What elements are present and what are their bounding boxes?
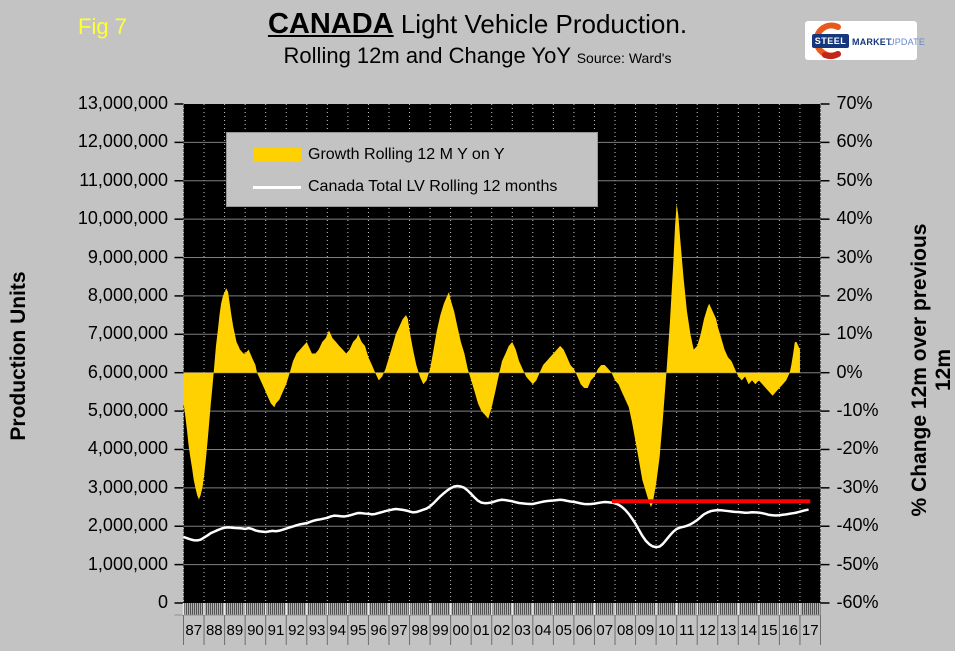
- x-axis-year-label: 91: [267, 622, 285, 639]
- x-axis-year-label: 92: [288, 622, 305, 639]
- x-axis-year-label: 95: [349, 622, 367, 639]
- x-axis-year-label: 04: [534, 622, 552, 639]
- growth-bars-series: [183, 203, 800, 508]
- chart-title-country: CANADA: [267, 8, 394, 40]
- x-axis-year-label: 90: [247, 622, 264, 639]
- logo-word-market: MARKET: [852, 37, 892, 47]
- x-axis-year-label: 96: [370, 622, 388, 639]
- x-axis-year-label: 99: [432, 622, 449, 639]
- right-axis-tick-label: 40%: [836, 208, 873, 229]
- right-axis-tick-label: 20%: [836, 284, 873, 305]
- legend-item-line: Canada Total LV Rolling 12 months: [253, 177, 557, 197]
- left-axis-tick-label: 12,000,000: [77, 131, 168, 152]
- monthly-tick-strip: [183, 603, 821, 615]
- legend-bar-label: Growth Rolling 12 M Y on Y: [308, 146, 505, 163]
- left-axis-tick-label: 6,000,000: [87, 361, 168, 382]
- left-axis-tick-label: 13,000,000: [77, 93, 168, 113]
- left-axis-tick-label: 9,000,000: [87, 246, 168, 267]
- logo-word-update: UPDATE: [888, 37, 926, 47]
- chart-source: Source: Ward's: [576, 50, 672, 67]
- right-axis-tick-label: -40%: [836, 515, 879, 536]
- x-axis-year-label: 07: [596, 622, 614, 639]
- x-axis-year-label: 09: [637, 622, 655, 639]
- steel-market-update-logo: STEEL MARKET UPDATE: [805, 21, 925, 60]
- left-axis-tick-label: 2,000,000: [87, 515, 168, 536]
- line-series-swatch-icon: [253, 185, 301, 189]
- logo-word-steel: STEEL: [812, 34, 849, 48]
- bar-series-swatch-icon: [253, 148, 301, 162]
- left-axis-tick-label: 11,000,000: [79, 169, 168, 190]
- x-axis-year-label: 01: [473, 622, 490, 639]
- left-axis-tick-label: 1,000,000: [87, 553, 168, 574]
- x-axis-year-label: 12: [699, 622, 716, 639]
- x-axis-year-label: 11: [679, 622, 695, 639]
- right-axis-tick-label: 60%: [836, 131, 873, 152]
- x-axis-year-label: 05: [555, 622, 572, 639]
- right-axis-tick-label: -60%: [836, 592, 879, 612]
- x-axis-year-label: 02: [493, 622, 511, 639]
- left-axis-tick-label: 10,000,000: [77, 208, 168, 229]
- x-axis-year-label: 17: [801, 622, 819, 639]
- right-axis-tick-label: 50%: [836, 169, 873, 190]
- right-axis-tick-label: 70%: [836, 93, 873, 113]
- chart-subtitle: Rolling 12m and Change YoY Source: Ward'…: [283, 43, 672, 69]
- x-axis-year-label: 98: [411, 622, 429, 639]
- left-axis-tick-label: 8,000,000: [87, 284, 168, 305]
- legend: Growth Rolling 12 M Y on Y Canada Total …: [226, 132, 598, 207]
- left-axis-tick-label: 5,000,000: [87, 400, 168, 421]
- right-axis-tick-label: -50%: [836, 553, 879, 574]
- figure-number: Fig 7: [78, 14, 127, 39]
- left-axis-tick-label: 7,000,000: [87, 323, 168, 344]
- left-axis-tick-label: 3,000,000: [87, 476, 168, 497]
- legend-item-bars: Growth Rolling 12 M Y on Y: [253, 145, 505, 165]
- right-axis-tick-label: 10%: [836, 323, 873, 344]
- x-axis-year-label: 13: [719, 622, 737, 639]
- x-axis-year-label: 16: [781, 622, 799, 639]
- right-axis-tick-label: 0%: [836, 361, 863, 382]
- x-axis-year-label: 03: [514, 622, 531, 639]
- chart-title: CANADA Light Vehicle Production.: [0, 6, 955, 42]
- x-axis-year-label: 97: [390, 622, 408, 639]
- x-axis-year-label: 93: [308, 622, 326, 639]
- chart-title-rest: Light Vehicle Production.: [393, 9, 688, 39]
- x-axis-year-label: 10: [658, 622, 675, 639]
- x-axis-year-label: 08: [616, 622, 634, 639]
- x-axis-year-label: 06: [575, 622, 593, 639]
- x-axis-year-label: 88: [205, 622, 223, 639]
- right-axis-tick-label: -20%: [836, 438, 879, 459]
- x-axis-year-label: 87: [185, 622, 203, 639]
- x-axis-year-label: 00: [452, 622, 470, 639]
- x-axis-year-label: 14: [740, 622, 757, 639]
- right-axis-tick-label: -10%: [836, 400, 879, 421]
- chart-title-block: CANADA Light Vehicle Production. Rolling…: [0, 6, 955, 70]
- x-axis-year-label: 15: [760, 622, 778, 639]
- legend-line-label: Canada Total LV Rolling 12 months: [308, 178, 558, 195]
- rolling-12m-line-series: [183, 484, 809, 549]
- right-axis-tick-label: -30%: [836, 476, 879, 497]
- x-axis-year-label: 89: [226, 622, 244, 639]
- left-axis-tick-label: 4,000,000: [87, 438, 168, 459]
- left-axis-tick-label: 0: [157, 592, 168, 612]
- right-axis-tick-label: 30%: [836, 246, 873, 267]
- x-axis-year-label: 94: [329, 622, 346, 639]
